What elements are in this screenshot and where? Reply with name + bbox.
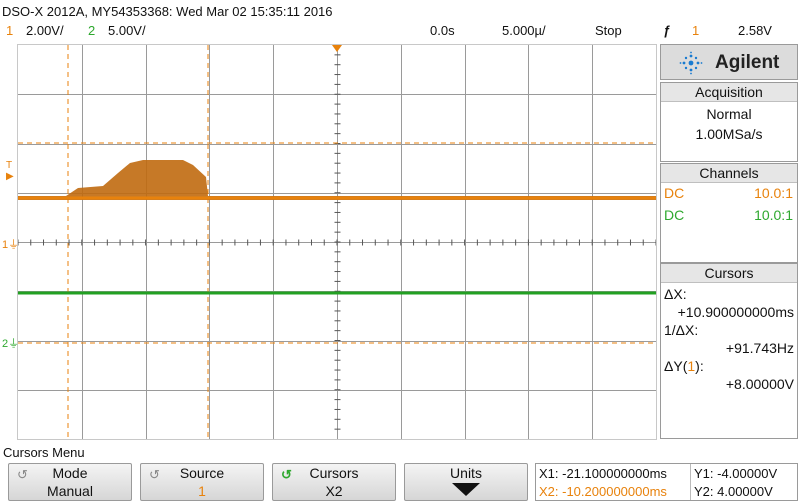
inverse-delta-x-value: +91.743Hz: [725, 340, 794, 356]
trigger-level: 2.58V: [738, 23, 772, 38]
delta-y-label-post: ):: [695, 358, 704, 374]
cursors-title: Cursors: [661, 264, 797, 283]
mode-softkey-value: Manual: [47, 483, 93, 499]
channel-row-1: DC 10.0:1: [661, 185, 797, 207]
units-softkey-label: Units: [450, 465, 482, 481]
instrument-title: DSO-X 2012A, MY54353368: Wed Mar 02 15:3…: [2, 4, 333, 19]
cursor-readout: X1: -21.100000000ms X2: -10.200000000ms …: [535, 463, 798, 501]
readout-divider: [690, 464, 691, 500]
units-softkey[interactable]: Units: [404, 463, 528, 501]
channel-row-2: DC 10.0:1: [661, 207, 797, 229]
menu-title: Cursors Menu: [3, 445, 85, 460]
time-scale: 5.000µ/: [502, 23, 546, 38]
trigger-position-marker: [332, 45, 342, 52]
trigger-marker-label: T: [6, 160, 13, 171]
status-bar: DSO-X 2012A, MY54353368: Wed Mar 02 15:3…: [0, 0, 800, 44]
ch1-ground-label: 1: [2, 239, 9, 251]
ch1-number: 1: [6, 23, 14, 38]
channels-title: Channels: [661, 164, 797, 183]
mode-softkey[interactable]: ↺ Mode Manual: [8, 463, 132, 501]
ch1-ground-marker: 1⏚: [2, 239, 20, 251]
cursors-softkey[interactable]: ↺ Cursors X2: [272, 463, 396, 501]
cursors-softkey-label: Cursors: [309, 465, 359, 481]
trigger-channel: 1: [692, 23, 700, 38]
delta-x-value: +10.900000000ms: [677, 304, 794, 320]
acquisition-mode: Normal: [706, 106, 752, 122]
delta-y-value: +8.00000V: [725, 376, 794, 392]
ch1-scale: 2.00V/: [26, 23, 64, 38]
ch1-coupling: DC: [664, 185, 685, 201]
rotate-knob-icon: ↺: [17, 467, 28, 482]
acquisition-rate: 1.00MSa/s: [695, 126, 763, 142]
delta-y-channel: 1: [687, 358, 696, 374]
acquisition-panel: Acquisition Normal 1.00MSa/s: [660, 82, 798, 162]
ch1-waveform: [18, 160, 656, 200]
run-state: Stop: [595, 23, 622, 38]
waveform-canvas: [17, 44, 657, 439]
time-offset: 0.0s: [430, 23, 455, 38]
acquisition-title: Acquisition: [661, 83, 797, 102]
cursors-panel: Cursors ΔX: +10.900000000ms 1/ΔX: +91.74…: [660, 263, 798, 439]
delta-y-label: ΔY(1):: [664, 357, 794, 375]
channels-panel: Channels DC 10.0:1 DC 10.0:1: [660, 163, 798, 263]
trigger-marker-arrow-icon: ▶: [6, 171, 14, 182]
cursor-x1-readout: X1: -21.100000000ms: [539, 466, 667, 481]
source-softkey-value: 1: [198, 483, 206, 499]
source-softkey-label: Source: [179, 465, 225, 481]
ch2-ground-marker: 2⏚: [2, 338, 20, 350]
trigger-level-marker: T ▶: [6, 160, 14, 182]
source-softkey[interactable]: ↺ Source 1: [140, 463, 264, 501]
cursor-y1-readout: Y1: -4.00000V: [694, 466, 778, 481]
brand-name: Agilent: [715, 52, 780, 73]
cursor-y2-readout: Y2: 4.00000V: [694, 484, 773, 499]
delta-x-label: ΔX:: [664, 286, 687, 302]
delta-y-label-pre: ΔY(: [664, 358, 688, 374]
cursors-softkey-value: X2: [325, 483, 343, 499]
inverse-delta-x-label: 1/ΔX:: [664, 322, 699, 338]
ch2-number: 2: [88, 23, 96, 38]
ch2-ground-label: 2: [2, 338, 9, 350]
ch1-probe: 10.0:1: [754, 185, 793, 201]
rotate-knob-icon: ↺: [149, 467, 160, 482]
ch2-coupling: DC: [664, 207, 685, 223]
trigger-rising-edge-icon: ƒ: [663, 23, 671, 38]
cursor-x2-readout: X2: -10.200000000ms: [539, 484, 667, 499]
mode-softkey-label: Mode: [52, 465, 88, 481]
rotate-knob-active-icon: ↺: [281, 467, 292, 482]
agilent-spark-icon: [679, 51, 703, 75]
submenu-arrow-icon: [405, 483, 527, 500]
brand-logo: Agilent: [660, 44, 798, 80]
ch2-scale: 5.00V/: [108, 23, 146, 38]
waveform-display[interactable]: [17, 44, 657, 440]
ch2-probe: 10.0:1: [754, 207, 793, 223]
